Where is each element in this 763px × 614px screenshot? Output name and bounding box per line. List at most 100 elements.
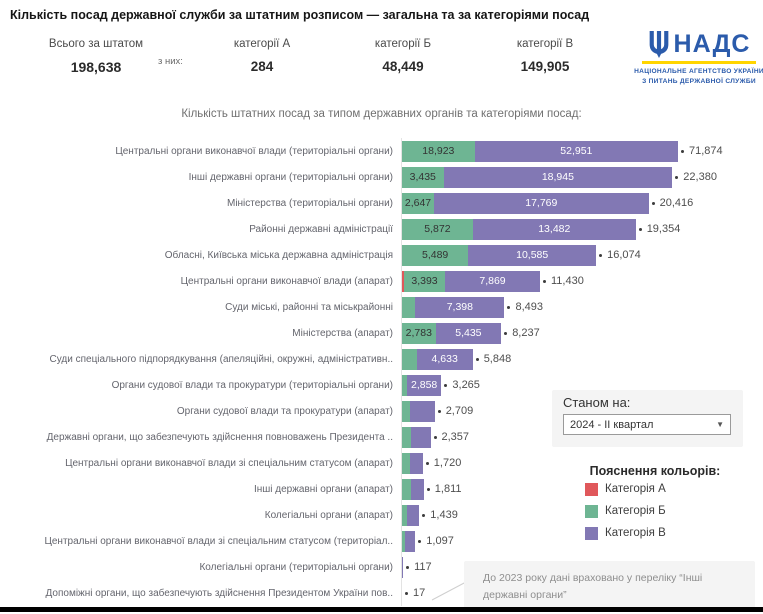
bar-segment-category-v[interactable]	[410, 400, 435, 422]
bar-segment-category-v[interactable]: 10,585	[468, 244, 597, 266]
bar-segment-category-b[interactable]	[402, 374, 407, 396]
bar-row-label: Колегіальні органи (територіальні органи…	[199, 561, 393, 573]
stat-total-value: 198,638	[70, 59, 122, 75]
bar-segment-category-v[interactable]	[410, 478, 424, 500]
stat-category-a-value: 284	[250, 59, 274, 74]
chart-row: Органи судової влади та прокуратури (тер…	[0, 372, 763, 398]
callout-line	[431, 581, 467, 601]
bar-total-label: 20,416	[659, 197, 694, 209]
bar-group: 5,489 10,585 16,074	[402, 242, 763, 268]
bar-segment-category-b[interactable]	[402, 348, 417, 370]
bar-end-dot	[543, 279, 546, 283]
bar-segment-category-a[interactable]	[402, 270, 404, 292]
bar-end-dot	[680, 149, 684, 153]
bar-group: 2,783 5,435 8,237	[402, 320, 763, 346]
chart-row: Міністерства (територіальні органи) 2,647…	[0, 190, 763, 216]
bar-end-dot	[425, 461, 429, 465]
bar-segment-category-b[interactable]	[402, 452, 410, 474]
chart-row: Інші державні органи (територіальні орга…	[0, 164, 763, 190]
bar-segment-category-b[interactable]: 18,923	[402, 140, 475, 162]
legend-label-category-a: Категорія А	[605, 483, 666, 495]
bar-total-label: 1,097	[426, 535, 454, 547]
bar-segment-category-b[interactable]: 5,872	[402, 218, 473, 240]
bar-segment-category-v[interactable]	[406, 504, 420, 526]
bar-row-label: Суди міські, районні та міськрайонні	[225, 301, 393, 313]
bar-segment-category-b[interactable]	[402, 296, 416, 318]
chart-row: Суди спеціального підпорядкування (апеля…	[0, 346, 763, 372]
bar-segment-category-b[interactable]	[402, 504, 407, 526]
bar-group: 1,811	[402, 476, 763, 502]
stat-category-b: категорії Б 48,449	[338, 38, 468, 74]
logo-line1: НАЦІОНАЛЬНЕ АГЕНТСТВО УКРАЇНИ	[634, 68, 763, 75]
bar-total-label: 1,720	[433, 457, 462, 469]
chart-axis-line	[401, 138, 402, 606]
bar-row-label: Обласні, Київська міська державна адміні…	[164, 249, 393, 261]
bar-total-label: 5,848	[483, 353, 512, 365]
bar-segment-category-v[interactable]: 13,482	[472, 218, 636, 240]
bar-group: 4,633 5,848	[402, 346, 763, 372]
bar-end-dot	[422, 513, 426, 517]
bar-segment-category-v[interactable]: 4,633	[416, 348, 473, 370]
bar-group: 1,439	[402, 502, 763, 528]
color-legend: Пояснення кольорів: Категорія А Категорі…	[555, 464, 755, 544]
stat-total-label: Всього за штатом	[48, 38, 144, 50]
bar-row-label: Інші державні органи (апарат)	[253, 483, 393, 495]
bar-group: 17	[402, 580, 763, 606]
legend-item-category-a[interactable]: Категорія А	[555, 478, 755, 500]
bar-group: 117	[402, 554, 763, 580]
bar-segment-category-b[interactable]: 2,647	[402, 192, 434, 214]
bar-segment-category-v[interactable]	[402, 556, 404, 578]
bar-group: 7,398 8,493	[402, 294, 763, 320]
legend-item-category-b[interactable]: Категорія Б	[555, 500, 755, 522]
bar-segment-category-v[interactable]: 17,769	[434, 192, 649, 214]
bar-row-label: Центральні органи виконавчої влади (апар…	[180, 275, 393, 287]
bar-row-label: Органи судової влади та прокуратури (тер…	[111, 379, 393, 391]
bar-row-label: Центральні органи виконавчої влади (тери…	[115, 145, 393, 157]
bar-row-label: Органи судової влади та прокуратури (апа…	[176, 405, 393, 417]
legend-title: Пояснення кольорів:	[589, 464, 721, 478]
chart-row: Державні органи, що забезпечують здійсне…	[0, 424, 763, 450]
bar-segment-category-b[interactable]: 2,783	[402, 322, 436, 344]
bar-group: 2,647 17,769 20,416	[402, 190, 763, 216]
bar-segment-category-b[interactable]	[402, 530, 405, 552]
bar-total-label: 3,265	[452, 379, 480, 391]
bar-segment-category-v[interactable]: 2,858	[406, 374, 442, 396]
bar-segment-category-b[interactable]	[402, 426, 411, 448]
bar-segment-category-b[interactable]: 3,393	[404, 270, 445, 292]
bar-group: 3,435 18,945 22,380	[402, 164, 763, 190]
legend-item-category-v[interactable]: Категорія В	[555, 522, 755, 544]
bar-segment-category-v[interactable]: 52,951	[474, 140, 678, 162]
bar-segment-category-v[interactable]: 5,435	[435, 322, 502, 344]
trident-icon	[649, 31, 668, 58]
period-dropdown[interactable]: 2024 - II квартал ▼	[563, 414, 731, 435]
stat-total: Всього за штатом 198,638	[31, 38, 161, 75]
bar-group: 1,097	[402, 528, 763, 554]
bar-total-label: 17	[413, 587, 426, 599]
chart-subtitle: Кількість штатних посад за типом державн…	[181, 108, 582, 120]
bar-segment-category-b[interactable]	[402, 400, 410, 422]
bar-segment-category-v[interactable]: 7,869	[445, 270, 540, 292]
bar-segment-category-b[interactable]	[402, 478, 411, 500]
stat-category-a: категорії А 284	[197, 38, 327, 74]
bar-segment-category-v[interactable]	[409, 452, 423, 474]
nads-logo: НАДС НАЦІОНАЛЬНЕ АГЕНТСТВО УКРАЇНИ З ПИТ…	[634, 31, 763, 87]
chart-row: Колегіальні органи (територіальні органи…	[0, 554, 763, 580]
bar-total-label: 1,811	[434, 483, 462, 495]
bar-end-dot	[475, 357, 479, 361]
bar-end-dot	[426, 487, 430, 491]
bar-total-label: 8,493	[515, 301, 544, 313]
of-them-label: з них:	[158, 56, 183, 67]
chart-row: Міністерства (апарат) 2,783 5,435 8,237	[0, 320, 763, 346]
bar-segment-category-v[interactable]	[410, 426, 431, 448]
logo-yellow-bar	[642, 61, 756, 64]
bar-segment-category-v[interactable]: 18,945	[443, 166, 673, 188]
bar-segment-category-b[interactable]: 3,435	[402, 166, 444, 188]
bar-row-label: Державні органи, що забезпечують здійсне…	[46, 431, 393, 443]
bar-total-label: 2,709	[445, 405, 474, 417]
bar-total-label: 22,380	[683, 171, 717, 183]
bar-total-label: 2,357	[441, 431, 470, 443]
bar-segment-category-v[interactable]: 7,398	[415, 296, 505, 318]
bar-segment-category-v[interactable]	[404, 530, 416, 552]
bar-segment-category-b[interactable]: 5,489	[402, 244, 469, 266]
period-dropdown-value: 2024 - II квартал	[570, 418, 654, 431]
